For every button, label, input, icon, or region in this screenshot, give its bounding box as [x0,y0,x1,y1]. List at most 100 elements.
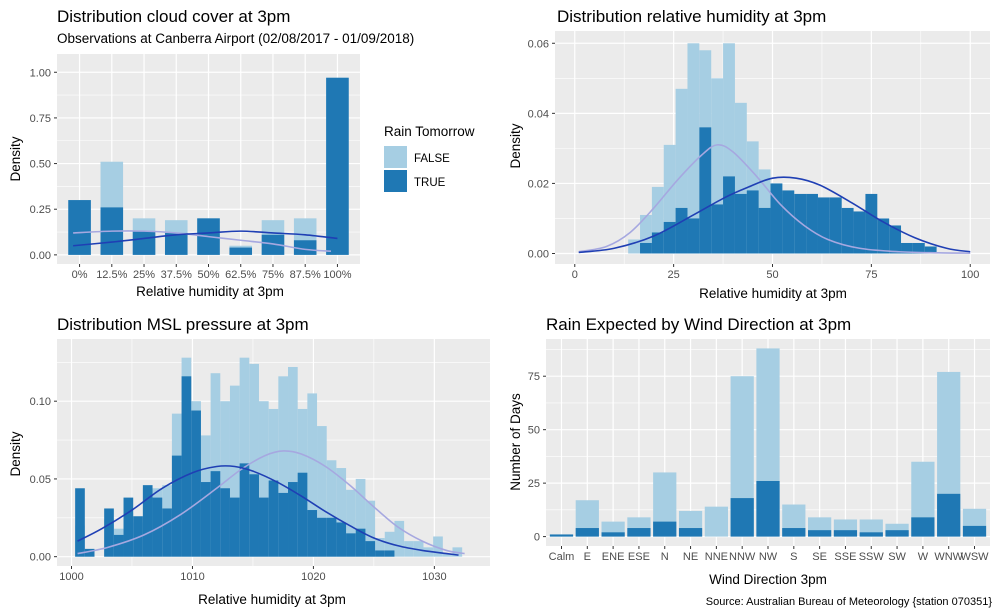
msl-pressure-bar-true [133,516,143,557]
wind-direction-x-tick-label: E [584,551,591,563]
wind-direction-bar-true [808,530,832,537]
msl-pressure-bars [75,357,463,557]
relative-humidity-x-tick-label: 25 [668,269,680,281]
wind-direction-bar-false [730,376,754,537]
wind-direction-bar-true [782,528,806,537]
relative-humidity-bar-true [877,218,890,254]
cloud-cover-density-lines [73,230,338,253]
wind-direction-x-tick-label: S [790,551,797,563]
wind-direction-y-axis-label: Number of Days [508,393,523,491]
wind-direction-bar-true [575,528,599,537]
wind-direction-bar-true [962,525,987,537]
msl-pressure-bar-true [200,482,211,557]
cloud-cover-density-false [73,230,332,253]
msl-pressure-density-lines [77,450,465,556]
wind-direction-x-tick-label: SE [812,551,827,563]
relative-humidity-y-tick-label: 0.06 [528,38,549,50]
msl-pressure-bar-true [317,517,327,557]
wind-direction-y-tick-label: 0 [534,532,540,544]
msl-pressure-y-tick-label: 0.00 [30,552,51,564]
relative-humidity-bar-true [889,225,902,254]
msl-pressure-bar-true [84,548,95,557]
relative-humidity-bar-true [865,193,878,254]
wind-direction-x-tick-label: N [661,551,669,563]
msl-pressure-y-ticks: 0.00 0.05 0.10 [30,396,57,564]
msl-pressure-bar-false [258,401,269,557]
msl-pressure-bar-true [123,497,134,557]
wind-direction-bar-true [601,532,625,537]
msl-pressure-y-axis-label: Density [8,431,23,476]
cloud-cover-y-tick-label: 0.50 [30,159,51,171]
wind-direction-y-ticks: 0 25 50 75 [528,371,546,544]
relative-humidity-bar-true [687,218,700,254]
relative-humidity-density-lines [578,143,971,254]
relative-humidity-bar-false [711,78,724,254]
msl-pressure-bar-false [413,541,424,557]
msl-pressure-bar-true [229,497,240,557]
msl-pressure-bar-false [375,538,385,557]
wind-direction-x-tick-label: SSW [859,551,885,563]
wind-direction-bar-true [885,530,909,537]
cloud-cover-title: Distribution cloud cover at 3pm [57,7,290,26]
msl-pressure-bar-true [258,497,269,557]
relative-humidity-y-tick-label: 0.04 [528,108,549,120]
wind-direction-x-tick-label: NE [683,551,698,563]
relative-humidity-bar-true [770,183,783,254]
wind-direction-x-tick-label: WNW [934,551,963,563]
cloud-cover-bar-true [68,200,91,255]
wind-direction-x-tick-label: SSE [834,551,856,563]
legend-key-false [384,146,407,168]
relative-humidity-panel: Distribution relative humidity at 3pm 0 2… [508,7,990,301]
msl-pressure-bar-true [355,528,366,557]
relative-humidity-bar-true [912,242,925,254]
wind-direction-bar-true [911,517,935,537]
cloud-cover-y-ticks: 0.00 0.25 0.50 0.75 1.00 [30,67,57,262]
msl-pressure-y-tick-label: 0.10 [30,396,51,408]
relative-humidity-bar-true [640,242,652,254]
relative-humidity-y-tick-label: 0.00 [528,248,549,260]
msl-pressure-bar-true [181,376,192,557]
cloud-cover-y-tick-label: 0.75 [30,113,51,125]
cloud-cover-x-tick-label: 12.5% [96,269,127,281]
msl-pressure-bar-true [365,541,376,557]
cloud-cover-y-axis-label: Density [8,136,23,181]
relative-humidity-bar-true [806,193,818,254]
msl-pressure-panel: Distribution MSL pressure at 3pm 1000 101… [8,315,490,607]
msl-pressure-bar-false [307,393,318,557]
msl-pressure-bar-true [210,471,221,557]
relative-humidity-x-tick-label: 0 [572,269,578,281]
cloud-cover-x-tick-label: 62.5% [225,269,256,281]
relative-humidity-x-tick-label: 50 [766,269,778,281]
relative-humidity-bars [628,43,937,254]
wind-direction-bar-false [704,506,728,537]
msl-pressure-bar-false [394,520,405,557]
relative-humidity-bar-false [628,239,641,254]
cloud-cover-x-tick-label: 25% [133,269,155,281]
cloud-cover-x-tick-label: 50% [197,269,219,281]
wind-direction-x-tick-label: NW [759,551,778,563]
cloud-cover-y-tick-label: 0.00 [30,250,51,262]
msl-pressure-bar-false [355,478,366,557]
relative-humidity-bar-true [782,190,795,254]
cloud-cover-panel: Distribution cloud cover at 3pm Observat… [8,7,414,299]
relative-humidity-bar-true [853,211,866,254]
wind-direction-bar-true [627,528,651,537]
source-caption: Source: Australian Bureau of Meteorology… [706,596,993,608]
wind-direction-x-tick-label: ESE [628,551,650,563]
cloud-cover-x-tick-label: 75% [262,269,284,281]
msl-pressure-bar-true [249,474,259,557]
msl-pressure-bar-true [191,410,201,557]
relative-humidity-y-tick-label: 0.02 [528,178,549,190]
wind-direction-bar-true [678,528,703,537]
relative-humidity-bar-true [711,204,724,254]
msl-pressure-bar-true [104,508,114,557]
msl-pressure-x-ticks: 1000 1010 1020 1030 [59,566,447,583]
msl-pressure-x-tick-label: 1010 [180,571,204,583]
msl-pressure-bar-true [142,485,153,557]
cloud-cover-bar-true [326,77,349,255]
relative-humidity-bar-false [734,102,747,254]
relative-humidity-x-tick-label: 75 [865,269,877,281]
cloud-cover-density-true [73,230,338,247]
relative-humidity-bar-true [901,242,913,254]
